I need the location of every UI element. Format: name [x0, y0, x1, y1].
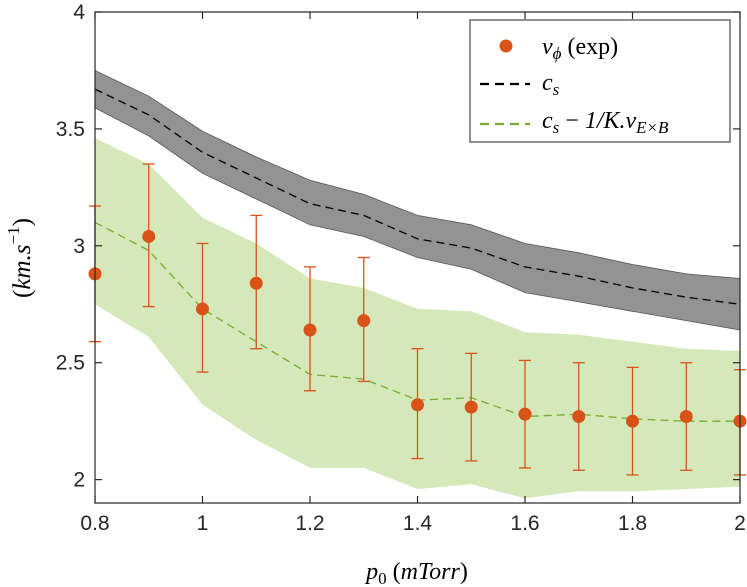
data-point — [464, 400, 478, 414]
x-tick-label: 0.8 — [80, 512, 109, 535]
x-tick-label: 1 — [197, 512, 209, 535]
data-point — [626, 414, 639, 428]
data-points — [88, 229, 747, 428]
x-tick-label: 1.6 — [510, 512, 539, 535]
legend-label-exp: vϕ (exp) — [542, 34, 618, 63]
y-tick-label: 2 — [73, 469, 85, 492]
data-point — [357, 314, 371, 328]
data-point — [249, 276, 263, 290]
legend-marker-exp — [499, 39, 513, 53]
x-tick-label: 1.8 — [618, 512, 647, 535]
y-axis-ticks: 2 2.5 3 3.5 4 — [56, 1, 740, 492]
legend-box — [469, 19, 731, 143]
y-tick-label: 3 — [73, 235, 85, 258]
line-cs — [94, 88, 741, 305]
data-point — [518, 407, 532, 421]
data-point — [679, 409, 693, 423]
y-tick-label: 2.5 — [56, 352, 85, 375]
data-point — [572, 409, 586, 423]
legend-label-cs-minus-vexb: cs − 1/K.vE×B — [542, 108, 669, 137]
data-point — [142, 229, 156, 243]
y-axis-label: (km.s−1) — [4, 218, 36, 298]
data-point — [411, 398, 424, 412]
data-point — [303, 323, 317, 337]
y-tick-label: 3.5 — [56, 118, 85, 141]
legend: vϕ (exp) cs cs − 1/K.vE×B — [469, 19, 731, 143]
data-point — [196, 302, 209, 316]
legend-label-cs: cs — [542, 70, 560, 99]
x-axis-label: p0 (mTorr) — [364, 559, 468, 587]
x-tick-label: 2 — [734, 512, 746, 535]
y-tick-label: 4 — [73, 1, 85, 24]
x-tick-label: 1.4 — [403, 512, 433, 535]
x-axis-ticks: 0.8 1 1.2 1.4 1.6 1.8 2 — [80, 12, 746, 535]
x-tick-label: 1.2 — [295, 512, 324, 535]
